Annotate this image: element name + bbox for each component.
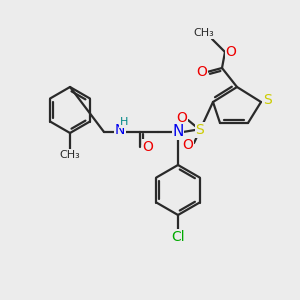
Text: O: O xyxy=(226,45,236,59)
Text: Cl: Cl xyxy=(171,230,185,244)
Text: O: O xyxy=(142,140,153,154)
Text: S: S xyxy=(196,123,204,137)
Text: N: N xyxy=(172,124,184,140)
Text: H: H xyxy=(120,117,128,127)
Text: O: O xyxy=(177,111,188,125)
Text: N: N xyxy=(115,123,125,137)
Text: CH₃: CH₃ xyxy=(60,150,80,160)
Text: CH₃: CH₃ xyxy=(194,28,214,38)
Text: O: O xyxy=(196,65,207,79)
Text: O: O xyxy=(183,138,194,152)
Text: S: S xyxy=(262,93,272,107)
